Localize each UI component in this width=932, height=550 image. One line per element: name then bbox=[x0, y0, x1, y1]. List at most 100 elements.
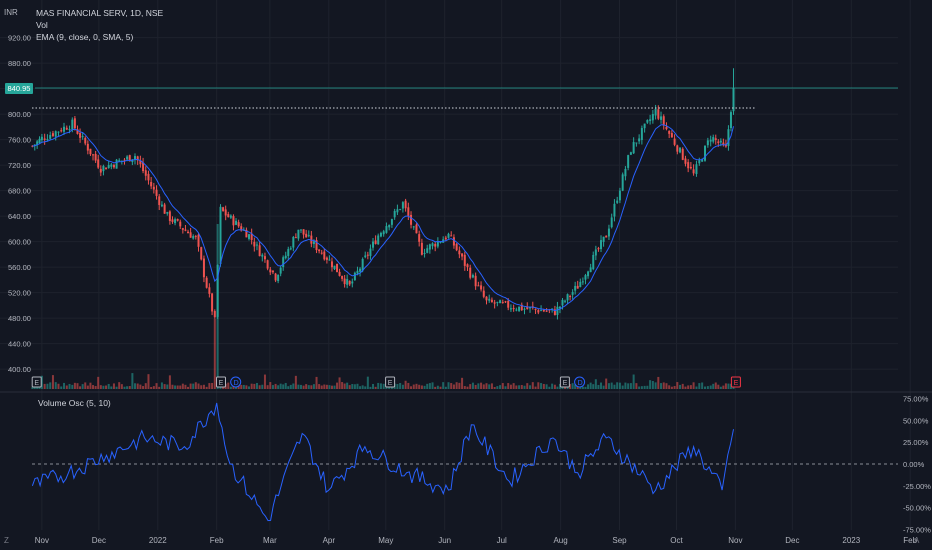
volume-bar bbox=[712, 383, 715, 389]
volume-bar bbox=[379, 383, 382, 389]
volume-bar bbox=[84, 382, 87, 389]
candle-body bbox=[689, 166, 692, 169]
candle-body bbox=[123, 159, 126, 161]
volume-bar bbox=[184, 384, 187, 389]
volume-bar bbox=[99, 385, 102, 389]
volume-bar bbox=[341, 382, 344, 389]
candle-body bbox=[579, 281, 582, 287]
candle-body bbox=[581, 281, 584, 283]
time-axis: Nov Dec 2022 Feb Mar Apr May Jun Jul Aug Sep Oct Nov… bbox=[35, 536, 918, 545]
volume-bar bbox=[163, 384, 166, 389]
svg-text:D: D bbox=[578, 380, 583, 387]
volume-bar bbox=[112, 383, 115, 389]
volume-bar bbox=[629, 383, 632, 389]
candle-body bbox=[526, 306, 529, 310]
candle-body bbox=[512, 308, 515, 310]
volume-bar bbox=[227, 382, 230, 389]
candle-body bbox=[561, 299, 564, 306]
earnings-marker-icon[interactable]: E bbox=[31, 376, 42, 388]
volume-bar bbox=[627, 383, 630, 389]
candle-body bbox=[597, 248, 600, 250]
candle-body bbox=[168, 211, 171, 221]
candle-body bbox=[150, 181, 153, 187]
volume-bar bbox=[248, 386, 250, 389]
candle-body bbox=[681, 148, 684, 160]
candle-body bbox=[436, 241, 439, 247]
price-tick-label: 800.00 bbox=[8, 110, 31, 119]
earnings-marker-icon[interactable]: E bbox=[216, 376, 226, 388]
earnings-marker-icon[interactable]: E bbox=[559, 376, 570, 388]
candle-body bbox=[504, 301, 507, 303]
candle-body bbox=[73, 118, 76, 129]
candle-body bbox=[71, 119, 74, 130]
volume-bar bbox=[485, 383, 488, 389]
symbol-title[interactable]: MAS FINANCIAL SERV, 1D, NSE bbox=[36, 8, 164, 18]
candle-body bbox=[461, 253, 464, 257]
candle-body bbox=[155, 189, 158, 196]
volume-bar bbox=[684, 386, 687, 389]
volume-bar bbox=[284, 382, 287, 389]
osc-title[interactable]: Volume Osc (5, 10) bbox=[38, 398, 111, 408]
price-tick-label: 400.00 bbox=[8, 365, 31, 374]
volume-bar bbox=[323, 384, 326, 389]
dividend-marker-icon[interactable]: D bbox=[230, 376, 242, 388]
dividend-marker-icon[interactable]: D bbox=[574, 376, 586, 388]
volume-bar bbox=[142, 386, 145, 389]
volume-bar bbox=[657, 376, 660, 389]
volume-bar bbox=[31, 386, 34, 389]
candle-body bbox=[542, 310, 545, 312]
volume-bar bbox=[399, 383, 402, 389]
legend-ema[interactable]: EMA (9, close, 0, SMA, 5) bbox=[36, 32, 134, 42]
price-tick-label: 680.00 bbox=[8, 187, 31, 196]
volume-bar bbox=[444, 386, 447, 389]
volume-bar bbox=[396, 384, 399, 389]
volume-bar bbox=[205, 386, 208, 389]
candle-body bbox=[660, 116, 663, 120]
candle-body bbox=[584, 275, 587, 280]
legend-vol[interactable]: Vol bbox=[36, 20, 48, 30]
candle-body bbox=[610, 217, 613, 228]
candle-body bbox=[292, 236, 295, 248]
auto-scale-button[interactable]: A bbox=[914, 536, 920, 545]
volume-bar bbox=[139, 384, 142, 389]
volume-bar bbox=[418, 384, 421, 389]
earnings-marker-icon[interactable]: E bbox=[730, 376, 741, 388]
candle-body bbox=[474, 275, 477, 287]
volume-bar bbox=[86, 385, 89, 389]
candle-body bbox=[158, 196, 161, 205]
time-tick-label: 2023 bbox=[842, 536, 860, 545]
volume-bar bbox=[727, 383, 730, 389]
volume-bar bbox=[68, 383, 71, 389]
candle-body bbox=[418, 234, 421, 242]
candle-body bbox=[343, 278, 346, 285]
candle-body bbox=[594, 249, 597, 256]
candle-body bbox=[571, 292, 574, 295]
earnings-marker-icon[interactable]: E bbox=[385, 376, 396, 388]
candle-body bbox=[255, 244, 258, 246]
volume-bar bbox=[144, 383, 147, 389]
candle-body bbox=[144, 170, 147, 176]
volume-bar bbox=[428, 383, 431, 389]
volume-bar bbox=[181, 383, 184, 389]
candle-body bbox=[163, 204, 166, 214]
volume-bar bbox=[136, 383, 139, 389]
osc-tick-label: 0.00% bbox=[903, 460, 925, 469]
candle-body bbox=[97, 159, 100, 168]
candle-body bbox=[450, 235, 453, 237]
volume-bar bbox=[584, 386, 587, 389]
volume-bar bbox=[660, 383, 663, 389]
timezone-button[interactable]: Z bbox=[4, 536, 9, 545]
volume-bar bbox=[493, 386, 496, 389]
ema-line bbox=[32, 124, 734, 312]
volume-bar bbox=[607, 383, 610, 389]
volume-bar bbox=[79, 386, 82, 389]
candle-body bbox=[194, 236, 197, 238]
candle-body bbox=[289, 248, 292, 250]
candle-body bbox=[439, 241, 442, 243]
volume-bar bbox=[297, 384, 300, 389]
candle-body bbox=[605, 235, 608, 238]
candle-body bbox=[287, 249, 290, 256]
price-tick-label: 440.00 bbox=[8, 340, 31, 349]
volume-bar bbox=[434, 386, 437, 389]
